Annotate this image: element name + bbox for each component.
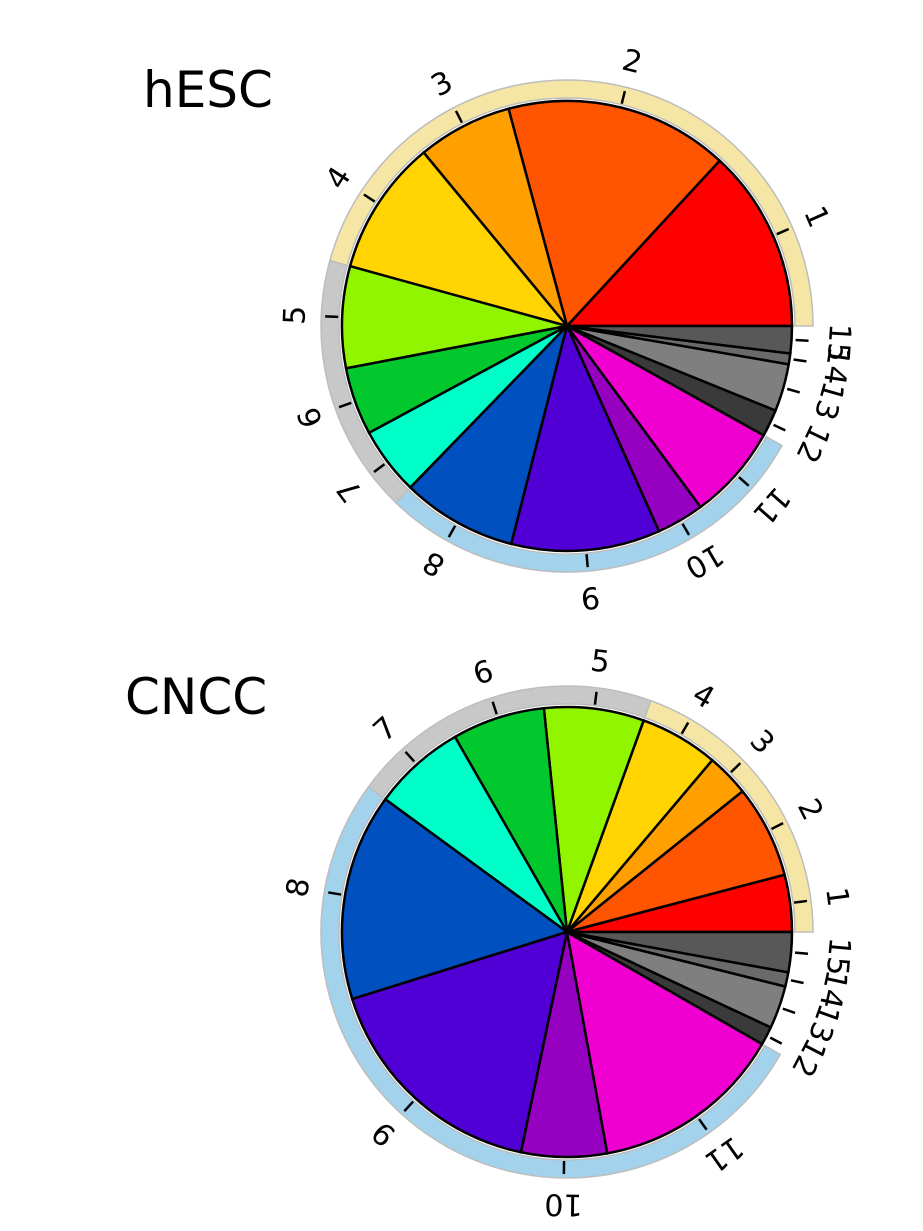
pie-title-cncc: CNCC <box>125 668 267 726</box>
slice-tick-hesc-13 <box>786 387 801 394</box>
pie-slice-hesc-5 <box>340 264 568 370</box>
slice-tick-cncc-8 <box>328 891 342 896</box>
pie-slice-cncc-5 <box>542 705 646 933</box>
slice-label-cncc-9: 9 <box>365 1114 403 1153</box>
pie-slice-hesc-9 <box>509 322 661 553</box>
slice-label-cncc-8: 8 <box>280 875 318 900</box>
slice-tick-hesc-10 <box>681 523 691 536</box>
slice-label-cncc-2: 2 <box>790 793 830 826</box>
slice-tick-cncc-2 <box>770 821 784 831</box>
slice-label-hesc-4: 4 <box>319 161 359 196</box>
slice-label-cncc-5: 5 <box>589 643 612 680</box>
slice-label-hesc-6: 6 <box>291 402 330 432</box>
pie-slice-hesc-8 <box>408 321 570 546</box>
slice-label-hesc-2: 2 <box>619 43 646 82</box>
slice-label-hesc-14: 14 <box>816 344 856 387</box>
slice-tick-cncc-13 <box>782 1007 796 1015</box>
slice-tick-hesc-1 <box>776 227 790 236</box>
group-band-cncc-3 <box>320 785 782 1179</box>
pie-slice-hesc-2 <box>507 99 722 329</box>
slice-tick-hesc-15 <box>795 338 809 343</box>
slice-tick-cncc-12 <box>769 1036 783 1045</box>
pie-slice-cncc-9 <box>350 930 569 1154</box>
slice-tick-hesc-8 <box>447 525 457 538</box>
slice-tick-hesc-11 <box>738 476 750 487</box>
slice-label-cncc-1: 1 <box>818 885 855 908</box>
slice-tick-cncc-15 <box>794 951 809 956</box>
pie-slice-hesc-15 <box>566 324 794 355</box>
slice-tick-cncc-9 <box>403 1100 415 1113</box>
slice-tick-hesc-14 <box>793 358 807 363</box>
slice-tick-hesc-2 <box>620 90 627 104</box>
slice-tick-cncc-6 <box>491 701 498 715</box>
slice-tick-hesc-9 <box>585 554 589 568</box>
pie-slice-hesc-4 <box>348 150 571 329</box>
slice-tick-hesc-7 <box>373 463 386 474</box>
slice-tick-cncc-5 <box>593 691 598 705</box>
pie-slice-cncc-15 <box>566 930 794 974</box>
slice-label-cncc-3: 3 <box>743 723 781 761</box>
pie-slice-cncc-11 <box>565 929 764 1155</box>
slice-label-hesc-10: 10 <box>679 536 730 585</box>
pie-title-hesc: hESC <box>143 61 273 119</box>
group-band-hesc-3 <box>394 435 784 573</box>
slice-label-cncc-15: 15 <box>819 936 857 977</box>
slice-label-cncc-7: 7 <box>367 710 405 749</box>
slice-label-cncc-4: 4 <box>686 677 720 717</box>
slice-label-hesc-5: 5 <box>277 305 313 325</box>
slice-tick-hesc-12 <box>773 423 786 432</box>
slice-label-cncc-6: 6 <box>469 654 498 693</box>
slice-tick-hesc-6 <box>338 401 352 409</box>
slice-tick-cncc-1 <box>793 899 808 904</box>
slice-label-cncc-14: 14 <box>812 967 854 1012</box>
slice-label-hesc-7: 7 <box>330 472 369 508</box>
slice-label-hesc-8: 8 <box>417 543 451 583</box>
slice-label-hesc-3: 3 <box>426 64 459 104</box>
slice-label-hesc-12: 12 <box>788 419 836 469</box>
slice-tick-cncc-11 <box>698 1118 708 1131</box>
pie-slice-hesc-1 <box>564 158 794 328</box>
slice-tick-cncc-7 <box>404 750 416 763</box>
slice-label-hesc-1: 1 <box>796 201 836 233</box>
slice-tick-cncc-4 <box>680 721 690 735</box>
slice-tick-cncc-3 <box>730 762 742 774</box>
slice-tick-hesc-5 <box>325 315 339 319</box>
slice-tick-hesc-4 <box>363 193 376 203</box>
slice-label-hesc-9: 9 <box>579 579 601 616</box>
slice-label-cncc-10: 10 <box>544 1186 583 1221</box>
slice-tick-hesc-3 <box>454 110 464 124</box>
slice-tick-cncc-14 <box>790 979 804 985</box>
slice-label-cncc-11: 11 <box>698 1129 749 1180</box>
slice-label-hesc-15: 15 <box>820 322 857 362</box>
